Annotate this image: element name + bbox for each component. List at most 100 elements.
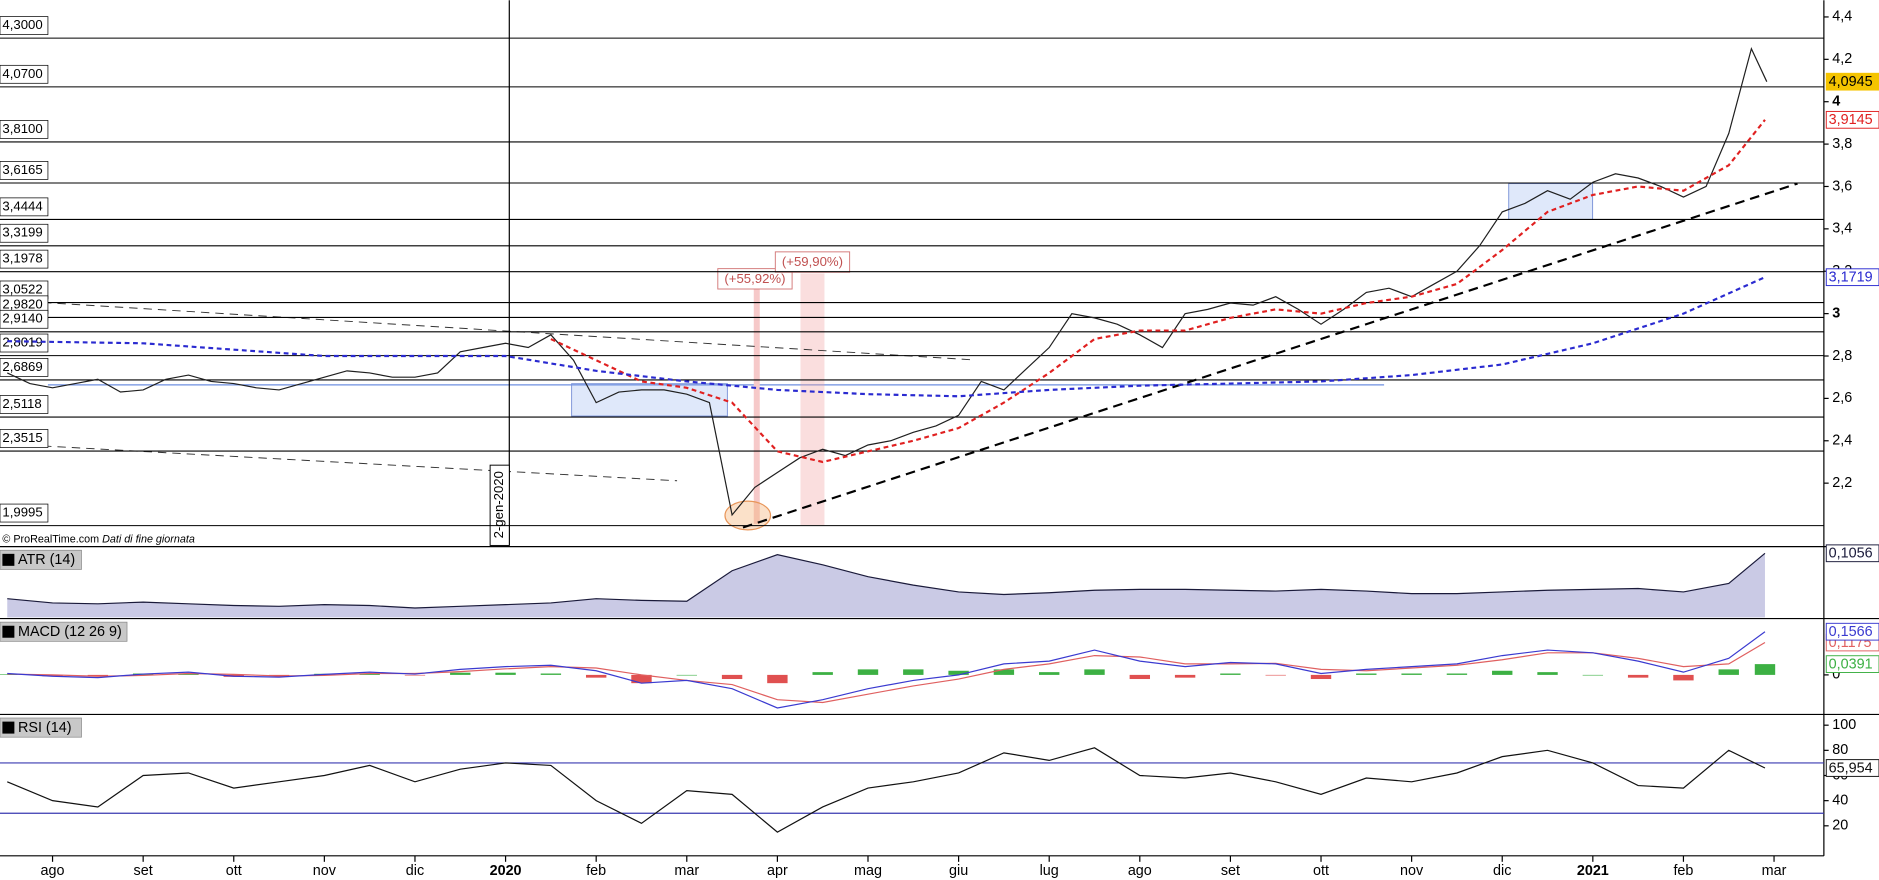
level-label-box [0,333,49,353]
level-label-box [0,503,49,523]
indicator-swatch [2,553,15,566]
level-label: 2,9140 [2,311,42,326]
last-value-label: 4,0945 [1829,74,1873,90]
histogram-bar [178,673,199,675]
source-name: © ProRealTime.com [2,533,99,545]
x-tick-label: nov [313,863,337,879]
source-note: Dati di fine giornata [102,533,195,545]
level-label: 4,0700 [2,66,42,81]
x-tick-label: ago [41,863,65,879]
y-tick-label: 3,6 [1832,178,1852,194]
histogram-bar [1537,672,1558,675]
x-tick-label: mag [854,863,882,879]
y-tick-label: 2,6 [1832,390,1852,406]
y-tick-label: 3,4 [1832,221,1852,237]
histogram-bar [721,674,743,680]
annotation: (+59,90%) [782,254,843,269]
histogram-bar [585,674,607,678]
x-tick-label: 2020 [490,863,522,879]
level-label-box [0,429,49,448]
marker-label: 2-gen-2020 [491,471,506,538]
histogram-bar [857,669,879,675]
histogram-bar [1627,674,1649,678]
y-tick-label: 4,2 [1832,51,1852,67]
y-tick-label: 2,4 [1832,433,1852,449]
x-tick-label: ott [226,863,242,879]
y-tick-label: 40 [1832,792,1848,808]
level-label-box [0,64,49,84]
histogram-bar [1174,674,1196,678]
x-tick-label: 2021 [1577,863,1609,879]
level-label: 3,0522 [2,281,42,296]
last-value-box [1825,72,1879,91]
x-tick-label: ott [1313,863,1329,879]
indicator-tag [0,549,82,570]
histogram-bar [1401,673,1422,675]
indicator-title: ATR (14) [18,552,75,568]
histogram-bar [767,674,788,684]
y-tick-label: 0 [1832,667,1840,683]
y-tick-label: 2,8 [1832,348,1852,364]
y-tick-label: 2,2 [1832,475,1852,491]
histogram-bar [948,670,969,675]
histogram-bar [1310,674,1332,680]
level-label: 3,4444 [2,198,42,213]
y-tick-label: 3 [1832,305,1840,321]
last-value-label: 3,1719 [1829,270,1873,286]
x-tick-label: nov [1400,863,1424,879]
histogram-bar [87,674,109,677]
histogram-bar [1356,673,1377,675]
histogram-bar [993,669,1015,675]
x-tick-label: feb [586,863,606,879]
last-value-box [1825,268,1879,287]
level-label-box [0,249,49,269]
histogram-bar [540,673,562,675]
x-tick-label: mar [674,863,699,879]
histogram-bar [1220,673,1241,675]
level-label-box [0,197,49,217]
range-box [1508,183,1594,220]
series-line [7,631,1766,709]
level-label: 3,1978 [2,251,42,266]
last-value-label: 0,1566 [1829,624,1873,640]
x-tick-label: ago [1128,863,1152,879]
histogram-bar [1039,672,1060,675]
indicator-title: MACD (12 26 9) [18,624,122,640]
level-label-box [0,309,49,329]
histogram-bar [676,674,697,676]
x-tick-label: dic [1493,863,1511,879]
last-value-box [1825,622,1879,641]
level-label-box [0,223,49,243]
y-tick-label: 3,8 [1832,136,1852,152]
histogram-bar [404,674,426,676]
histogram-bar [1084,669,1105,675]
trend-line [0,443,678,482]
level-label: 3,6165 [2,162,42,177]
level-label: 2,9820 [2,296,42,311]
highlight-band [753,284,760,524]
x-tick-label: apr [767,863,788,879]
histogram-bar [1129,674,1151,680]
y-tick-label: 4 [1832,94,1840,110]
level-label-box [0,395,49,414]
y-tick-label: 4,4 [1832,9,1852,25]
level-label-box [0,16,49,35]
histogram-bar [812,672,833,675]
last-value-label: 0,1056 [1829,546,1873,562]
x-tick-label: set [134,863,153,879]
histogram-bar [450,672,471,675]
last-value-box [1825,759,1879,777]
level-label: 1,9995 [2,505,42,520]
histogram-bar [903,669,924,675]
x-tick-label: set [1221,863,1240,879]
y-tick-label: 80 [1832,742,1848,758]
y-tick-label: 100 [1832,717,1856,733]
histogram-bar [495,672,516,675]
histogram-bar [1673,674,1694,681]
last-value-label: 3,9145 [1829,112,1873,128]
level-label: 2,6869 [2,359,42,374]
level-label: 3,8100 [2,121,42,136]
level-label: 2,5118 [2,396,41,411]
